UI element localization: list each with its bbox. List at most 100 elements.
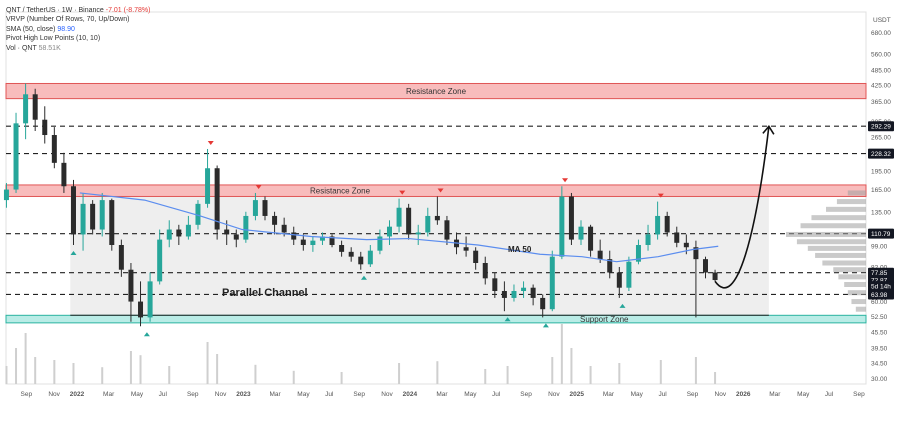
volume-profile-bar xyxy=(836,199,866,205)
price-badge-label: 77.85 xyxy=(871,270,888,277)
volume-bar xyxy=(5,366,8,384)
candle-body xyxy=(80,203,86,235)
volume-profile-bar xyxy=(822,260,866,266)
volume-bar xyxy=(53,360,56,384)
candle-body xyxy=(138,301,144,318)
candle-body xyxy=(13,123,19,190)
support-zone-label: Support Zone xyxy=(580,315,629,324)
legend-sma-label: SMA (50, close) xyxy=(6,25,56,33)
x-tick-label: 2022 xyxy=(70,391,85,398)
x-tick-label: Nov xyxy=(715,391,727,398)
x-tick-label: Nov xyxy=(215,391,227,398)
candle-body xyxy=(635,244,641,262)
candle-body xyxy=(444,220,450,240)
y-tick-label: 365.00 xyxy=(871,99,891,106)
volume-bar xyxy=(714,372,717,384)
pivot-low-marker xyxy=(619,303,626,308)
candle-body xyxy=(396,207,402,227)
candle-body xyxy=(281,224,287,233)
legend-symbol[interactable]: QNT / TetherUS · 1W · Binance -7.01 (-8.… xyxy=(6,6,150,15)
candle-body xyxy=(109,200,115,245)
candle-body xyxy=(674,232,680,243)
candle-body xyxy=(90,203,96,230)
y-tick-label: 52.50 xyxy=(871,314,888,321)
volume-profile-bar xyxy=(833,267,866,273)
volume-bar xyxy=(72,363,75,384)
candle-body xyxy=(224,229,230,235)
legend-volume[interactable]: Vol · QNT 58.51K xyxy=(6,44,150,53)
y-tick-label: 39.50 xyxy=(871,345,888,352)
resistance-zone-top-box xyxy=(5,82,867,100)
candle-body xyxy=(319,236,325,241)
candle-body xyxy=(367,250,373,265)
candle-body xyxy=(568,196,574,240)
candle-body xyxy=(329,236,335,245)
candle-body xyxy=(300,239,306,245)
legend-vrvp[interactable]: VRVP (Number Of Rows, 70, Up/Down) xyxy=(6,16,130,24)
y-tick-label: 165.00 xyxy=(871,187,891,194)
candle-body xyxy=(702,259,708,273)
candle-body xyxy=(645,234,651,245)
price-badge-label: 5d 14h xyxy=(871,284,891,291)
projection-curve xyxy=(714,126,770,289)
volume-bar xyxy=(15,348,18,384)
volume-bar xyxy=(129,351,132,384)
candle-body xyxy=(128,269,134,302)
candle-body xyxy=(147,281,153,318)
legend-symbol-line: QNT / TetherUS · 1W · Binance xyxy=(6,7,104,14)
y-tick-label: 30.00 xyxy=(871,376,888,383)
y-tick-label: 195.00 xyxy=(871,169,891,176)
y-tick-label: 560.00 xyxy=(871,52,891,59)
volume-bar xyxy=(589,366,592,384)
candle-body xyxy=(693,247,699,260)
price-badge xyxy=(868,121,894,132)
candle-body xyxy=(578,226,584,240)
price-badge-label: 228.32 xyxy=(871,151,891,158)
volume-bar xyxy=(551,357,554,384)
candle-body xyxy=(23,94,29,124)
y-tick-label: 680.00 xyxy=(871,30,891,37)
candle-body xyxy=(51,135,57,163)
legend-vol-label: Vol · QNT xyxy=(6,44,37,52)
volume-bar xyxy=(506,366,509,384)
candle-body xyxy=(607,259,613,273)
y-tick-label: 135.00 xyxy=(871,209,891,216)
volume-bar xyxy=(694,357,697,384)
x-tick-label: Mar xyxy=(603,391,615,398)
pivot-high-marker xyxy=(437,188,444,193)
candle-body xyxy=(664,215,670,233)
candle-body xyxy=(118,244,124,270)
x-tick-label: Mar xyxy=(769,391,781,398)
chart-legend: QNT / TetherUS · 1W · Binance -7.01 (-8.… xyxy=(6,6,150,53)
volume-bar xyxy=(206,342,209,384)
x-tick-label: Jul xyxy=(325,391,334,398)
pivot-high-marker xyxy=(657,193,664,198)
sma-50-line xyxy=(79,192,719,263)
candle-body xyxy=(243,215,249,240)
candle-body xyxy=(310,240,316,245)
candle-body xyxy=(434,215,440,221)
candle-body xyxy=(626,261,632,288)
candle-body xyxy=(42,119,48,136)
y-tick-label: 45.50 xyxy=(871,330,888,337)
price-badge-label: 110.79 xyxy=(871,231,891,238)
x-tick-label: Nov xyxy=(548,391,560,398)
legend-sma[interactable]: SMA (50, close) 98.90 xyxy=(6,25,150,34)
legend-pivot[interactable]: Pivot High Low Points (10, 10) xyxy=(6,35,101,43)
resistance-zone-mid-box xyxy=(5,184,867,197)
volume-bar xyxy=(254,364,257,384)
x-tick-label: Jul xyxy=(658,391,667,398)
candle-body xyxy=(339,244,345,252)
volume-bar xyxy=(659,360,662,384)
candle-body xyxy=(291,232,297,240)
candle-body xyxy=(473,250,479,263)
volume-bar xyxy=(101,367,104,384)
volume-bar xyxy=(570,348,573,384)
candle-body xyxy=(3,189,9,201)
x-tick-label: Nov xyxy=(381,391,393,398)
volume-bar xyxy=(34,357,37,384)
price-badge-label: 63.98 xyxy=(871,292,888,299)
price-badge xyxy=(868,289,894,300)
volume-bar xyxy=(292,370,295,384)
